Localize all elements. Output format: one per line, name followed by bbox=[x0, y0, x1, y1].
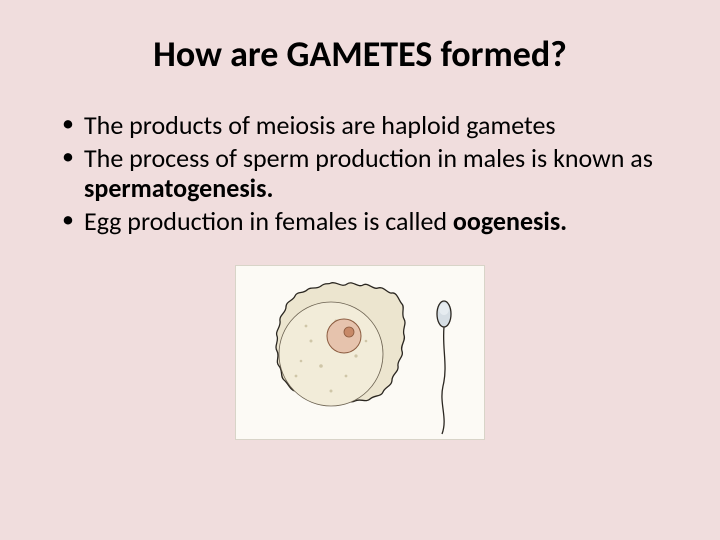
bullet-bold-text: oogenesis. bbox=[453, 205, 567, 237]
bullet-list: The products of meiosis are haploid game… bbox=[54, 110, 666, 237]
bullet-text: The products of meiosis are haploid game… bbox=[84, 109, 556, 141]
bullet-text: Egg production in females is called bbox=[84, 205, 453, 237]
bullet-item: Egg production in females is called ooge… bbox=[58, 206, 666, 237]
slide-title: How are GAMETES formed? bbox=[54, 32, 666, 76]
illustration-container bbox=[54, 265, 666, 440]
gametes-illustration bbox=[235, 265, 485, 440]
egg-sperm-icon bbox=[236, 266, 486, 441]
bullet-item: The process of sperm production in males… bbox=[58, 143, 666, 204]
slide: How are GAMETES formed? The products of … bbox=[0, 0, 720, 540]
bullet-text: The process of sperm production in males… bbox=[84, 142, 653, 174]
bullet-bold-text: spermatogenesis. bbox=[84, 172, 273, 204]
bullet-item: The products of meiosis are haploid game… bbox=[58, 110, 666, 141]
